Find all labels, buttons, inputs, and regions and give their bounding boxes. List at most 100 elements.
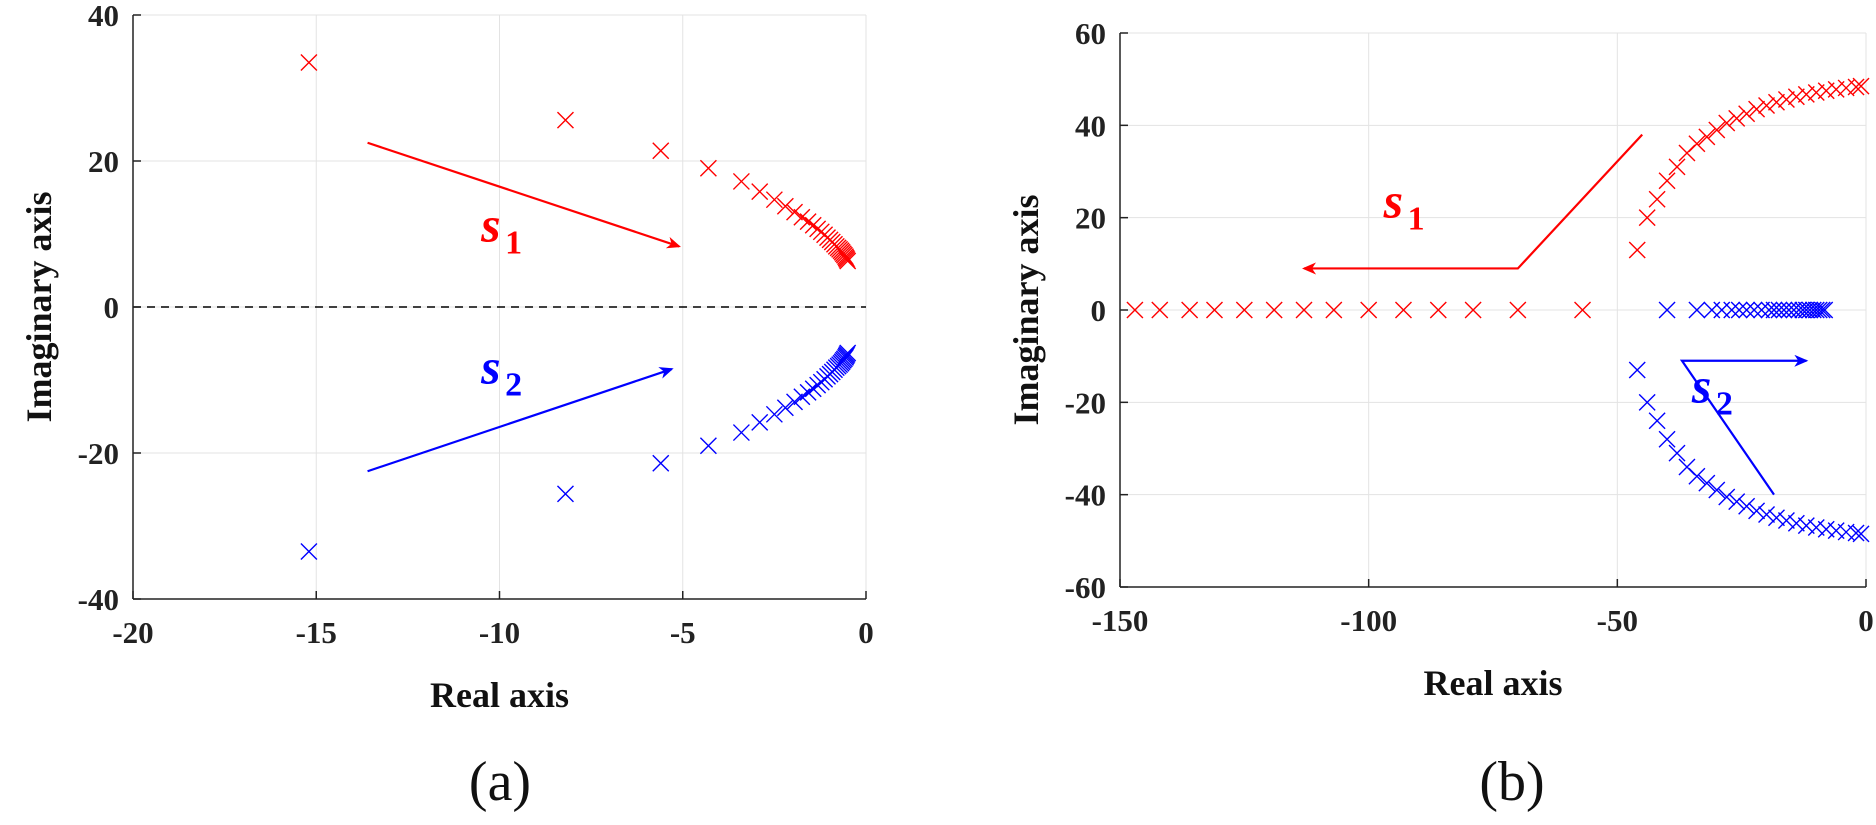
- data-point-s1: [765, 191, 783, 209]
- data-point-s1: [1738, 105, 1756, 123]
- data-point-s2: [799, 383, 817, 401]
- y-axis-label: Imaginary axis: [19, 191, 59, 422]
- data-point-s1: [839, 252, 857, 270]
- data-point-s2: [1658, 301, 1676, 319]
- series-label-s2: s: [1691, 357, 1711, 413]
- data-point-s1: [1767, 93, 1785, 111]
- data-point-s2: [699, 437, 717, 455]
- data-point-s2: [1801, 301, 1819, 319]
- data-point-s1: [1728, 109, 1746, 127]
- data-point-s2: [1728, 493, 1746, 511]
- data-point-s1: [1628, 241, 1646, 259]
- data-point-s2: [1730, 301, 1748, 319]
- data-point-s2: [1648, 412, 1666, 430]
- data-point-s1: [1708, 121, 1726, 139]
- data-point-s1: [786, 203, 804, 221]
- data-point-s1: [1787, 88, 1805, 106]
- y-tick-label: 20: [1075, 201, 1106, 236]
- data-point-s2: [1758, 506, 1776, 524]
- y-tick-label: 20: [88, 144, 119, 179]
- data-point-s1: [1360, 301, 1378, 319]
- data-point-s1: [1325, 301, 1343, 319]
- x-tick-label: -5: [670, 615, 696, 650]
- x-tick-label: -150: [1092, 603, 1149, 638]
- x-tick-label: -100: [1340, 603, 1397, 638]
- series-label-s2: s: [480, 339, 500, 395]
- trajectory-arrow-s2: [1679, 354, 1809, 496]
- data-point-s1: [300, 53, 318, 71]
- data-point-s2: [1723, 301, 1741, 319]
- data-point-s1: [1698, 128, 1716, 146]
- series-label-sub-s2: 2: [1716, 385, 1733, 422]
- data-point-s2: [1748, 502, 1766, 520]
- x-tick-label: 0: [1858, 603, 1874, 638]
- data-point-s1: [751, 183, 769, 201]
- data-point-s2: [1816, 301, 1834, 319]
- data-point-s2: [1668, 444, 1686, 462]
- data-point-s2: [1688, 467, 1706, 485]
- data-point-s2: [1753, 301, 1771, 319]
- y-tick-label: -60: [1065, 570, 1106, 605]
- y-tick-label: -40: [1065, 478, 1106, 513]
- data-point-s2: [1777, 512, 1795, 530]
- x-axis-label: Real axis: [1424, 663, 1563, 703]
- data-point-s1: [1748, 100, 1766, 118]
- series-label-s1: s: [1383, 173, 1403, 229]
- y-tick-label: 60: [1075, 16, 1106, 51]
- data-point-s2: [1847, 524, 1865, 542]
- data-point-s1: [1758, 96, 1776, 114]
- data-point-s2: [732, 424, 750, 442]
- trajectory-arrow-s1: [367, 141, 681, 249]
- data-point-s2: [1718, 488, 1736, 506]
- data-point-s1: [1807, 84, 1825, 102]
- trajectory-arrow-s1: [1302, 133, 1644, 275]
- data-point-s1: [652, 142, 670, 160]
- data-point-s2: [1785, 301, 1803, 319]
- data-point-s2: [1787, 514, 1805, 532]
- data-point-s1: [1394, 301, 1412, 319]
- series-label-sub-s2: 2: [505, 367, 522, 404]
- data-point-s2: [765, 405, 783, 423]
- data-point-s2: [1688, 301, 1706, 319]
- data-point-s2: [1767, 509, 1785, 527]
- data-point-s2: [1810, 301, 1828, 319]
- y-tick-label: 40: [1075, 108, 1106, 143]
- data-point-s1: [776, 197, 794, 215]
- y-tick-label: 0: [104, 290, 120, 325]
- series-label-s1: s: [480, 196, 500, 252]
- data-point-s1: [1509, 301, 1527, 319]
- data-point-s2: [1807, 518, 1825, 536]
- data-point-s1: [1574, 301, 1592, 319]
- data-point-s1: [1638, 209, 1656, 227]
- data-point-s1: [1151, 301, 1169, 319]
- y-axis-label: Imaginary axis: [1006, 194, 1046, 425]
- data-point-s2: [1797, 517, 1815, 535]
- data-point-s2: [1698, 474, 1716, 492]
- data-point-s1: [1797, 85, 1815, 103]
- data-point-s1: [1847, 78, 1865, 96]
- data-point-s2: [1708, 481, 1726, 499]
- data-point-s1: [556, 111, 574, 129]
- y-tick-label: -20: [78, 436, 119, 471]
- data-point-s1: [1235, 301, 1253, 319]
- data-point-s1: [1852, 77, 1870, 95]
- x-axis-label: Real axis: [430, 675, 569, 715]
- data-point-s2: [786, 393, 804, 411]
- data-point-s1: [1718, 114, 1736, 132]
- chart-panel-b: -150 -100 -50 0 -60 -40 -20 0 20 40 60 Real axis Ima…: [1006, 16, 1874, 813]
- data-point-s1: [1181, 301, 1199, 319]
- y-tick-label: -20: [1065, 385, 1106, 420]
- data-point-s2: [300, 543, 318, 561]
- x-tick-label: -20: [112, 615, 153, 650]
- data-point-s1: [1295, 301, 1313, 319]
- series-label-sub-s1: 1: [505, 224, 522, 261]
- data-point-s2: [1638, 393, 1656, 411]
- data-point-s2: [1745, 301, 1763, 319]
- x-tick-label: -10: [479, 615, 520, 650]
- data-point-s2: [1658, 430, 1676, 448]
